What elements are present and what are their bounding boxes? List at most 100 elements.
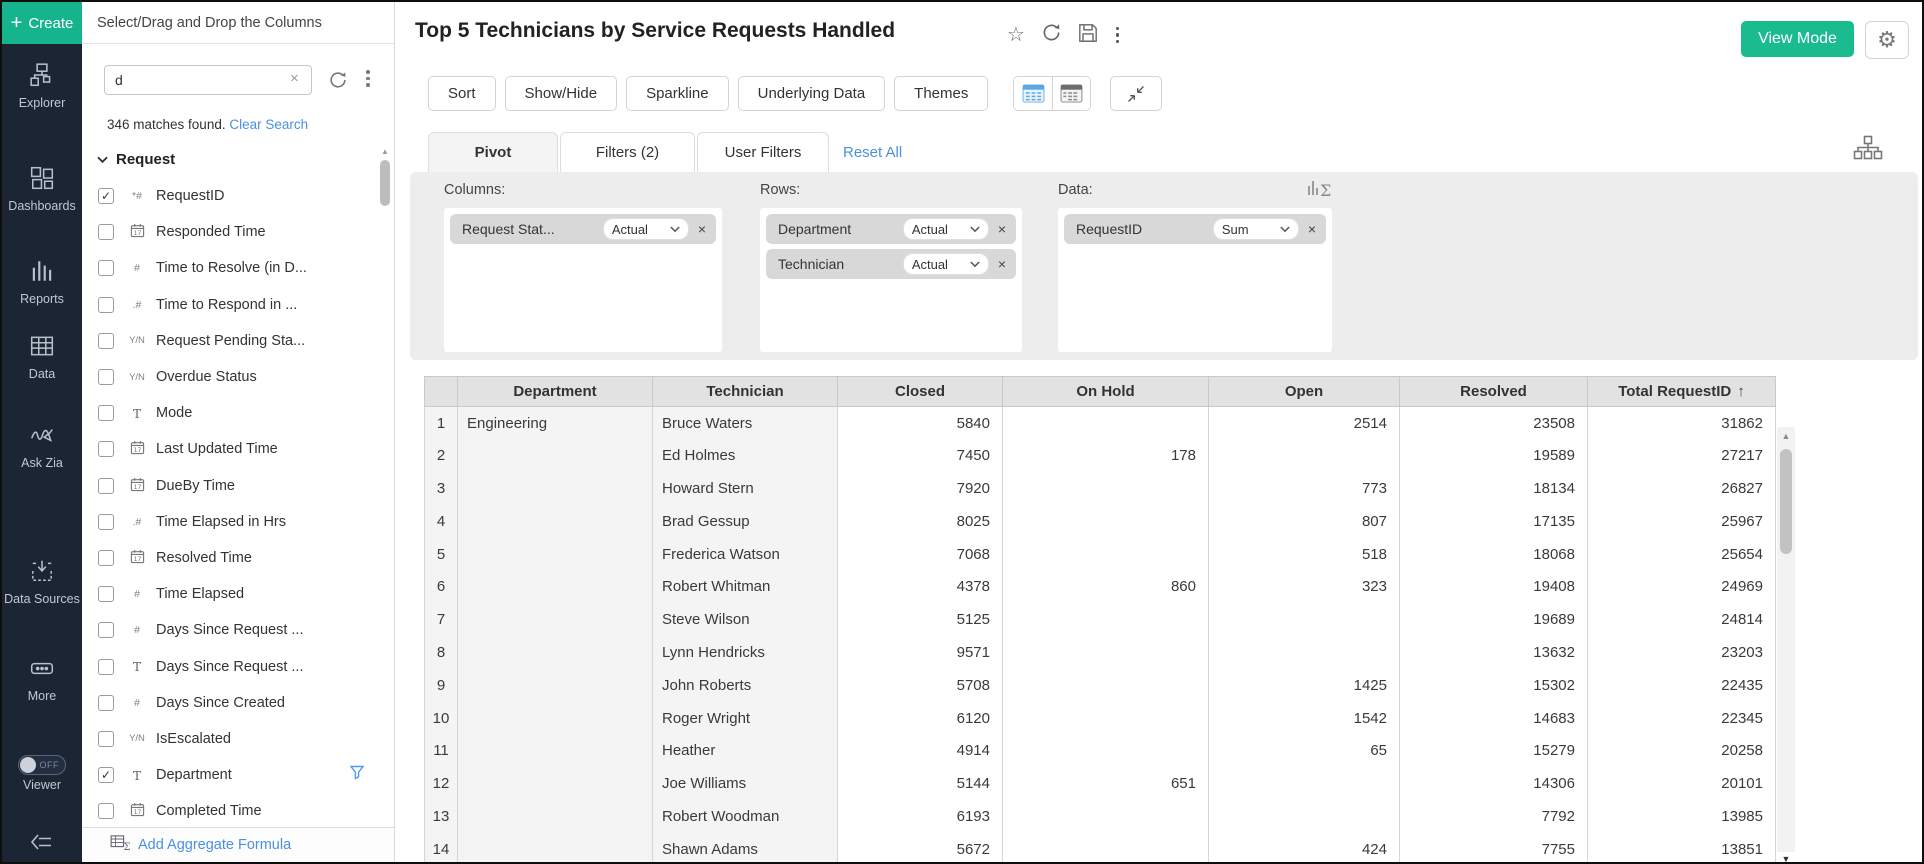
themes-button[interactable]: Themes xyxy=(894,76,988,111)
field-item[interactable]: #Time to Resolve (in D... xyxy=(82,250,378,286)
chip-remove-icon[interactable]: × xyxy=(1306,221,1318,237)
field-list-scrollbar[interactable] xyxy=(380,160,390,206)
chip-remove-icon[interactable]: × xyxy=(996,221,1008,237)
save-icon[interactable] xyxy=(1078,23,1098,48)
filter-funnel-icon[interactable] xyxy=(350,765,364,785)
field-item[interactable]: 17Last Updated Time xyxy=(82,431,378,467)
field-item[interactable]: Y/NRequest Pending Sta... xyxy=(82,323,378,359)
show-hide-button[interactable]: Show/Hide xyxy=(505,76,618,111)
chip-mode-dropdown[interactable]: Actual xyxy=(603,218,689,240)
tab-user-filters[interactable]: User Filters xyxy=(697,132,829,172)
field-checkbox[interactable]: ✓ xyxy=(98,188,114,204)
column-header-resolved[interactable]: Resolved xyxy=(1400,377,1588,407)
field-chip-technician[interactable]: TechnicianActual× xyxy=(766,249,1016,279)
field-item[interactable]: 17DueBy Time xyxy=(82,468,378,504)
clear-search-link[interactable]: Clear Search xyxy=(229,117,308,132)
field-chip-request-stat-[interactable]: Request Stat...Actual× xyxy=(450,214,716,244)
field-checkbox[interactable] xyxy=(98,297,114,313)
column-header-closed[interactable]: Closed xyxy=(838,377,1003,407)
sidebar-item-dashboards[interactable]: Dashboards xyxy=(2,165,82,215)
field-item[interactable]: ✓*#RequestID xyxy=(82,178,378,214)
field-item[interactable]: TMode xyxy=(82,395,378,431)
field-item[interactable]: Y/NOverdue Status xyxy=(82,359,378,395)
field-checkbox[interactable] xyxy=(98,731,114,747)
table-scrollbar[interactable]: ▲ ▼ xyxy=(1777,427,1795,852)
sidebar-item-data[interactable]: Data xyxy=(2,333,82,383)
field-chip-requestid[interactable]: RequestIDSum× xyxy=(1064,214,1326,244)
field-checkbox[interactable] xyxy=(98,260,114,276)
favorite-star-icon[interactable]: ☆ xyxy=(1007,25,1025,45)
sidebar-item-explorer[interactable]: Explorer xyxy=(2,62,82,112)
field-item[interactable]: #Days Since Request ... xyxy=(82,612,378,648)
field-item[interactable]: 17Resolved Time xyxy=(82,540,378,576)
kebab-menu-icon[interactable] xyxy=(1114,25,1122,46)
underlying-data-button[interactable]: Underlying Data xyxy=(738,76,886,111)
rows-shelf[interactable]: DepartmentActual×TechnicianActual× xyxy=(760,208,1022,352)
tab-filters-2-[interactable]: Filters (2) xyxy=(560,132,695,172)
field-checkbox[interactable] xyxy=(98,478,114,494)
clear-search-icon[interactable]: × xyxy=(290,70,299,87)
scroll-thumb[interactable] xyxy=(1780,449,1792,554)
field-checkbox[interactable] xyxy=(98,441,114,457)
field-item[interactable]: TDays Since Request ... xyxy=(82,648,378,684)
view-mode-button[interactable]: View Mode xyxy=(1741,21,1854,57)
column-header-open[interactable]: Open xyxy=(1209,377,1400,407)
field-checkbox[interactable] xyxy=(98,622,114,638)
column-header-department[interactable]: Department xyxy=(458,377,653,407)
collapse-panel-icon[interactable] xyxy=(1110,76,1162,111)
field-item[interactable]: #Days Since Created xyxy=(82,685,378,721)
field-item[interactable]: .#Time Elapsed in Hrs xyxy=(82,504,378,540)
field-item[interactable]: 17Responded Time xyxy=(82,214,378,250)
columns-shelf[interactable]: Request Stat...Actual× xyxy=(444,208,722,352)
refresh-icon[interactable] xyxy=(328,70,348,95)
add-aggregate-formula-button[interactable]: Σ Add Aggregate Formula xyxy=(82,827,394,862)
field-checkbox[interactable] xyxy=(98,695,114,711)
column-header-total-requestid[interactable]: Total RequestID↑ xyxy=(1588,377,1776,407)
field-checkbox[interactable] xyxy=(98,333,114,349)
field-checkbox[interactable] xyxy=(98,586,114,602)
compact-table-icon[interactable] xyxy=(1014,77,1052,110)
field-item[interactable]: #Time Elapsed xyxy=(82,576,378,612)
field-chip-department[interactable]: DepartmentActual× xyxy=(766,214,1016,244)
create-button[interactable]: + Create xyxy=(2,2,82,44)
field-checkbox[interactable]: ✓ xyxy=(98,767,114,783)
chip-remove-icon[interactable]: × xyxy=(996,256,1008,272)
hierarchy-icon[interactable] xyxy=(1853,135,1883,166)
chip-mode-dropdown[interactable]: Actual xyxy=(903,253,989,275)
section-request[interactable]: Request xyxy=(97,151,175,168)
refresh-report-icon[interactable] xyxy=(1041,22,1062,48)
sidebar-item-data-sources[interactable]: Data Sources xyxy=(2,558,82,608)
scroll-up-icon[interactable]: ▲ xyxy=(1777,431,1795,441)
sidebar-item-reports[interactable]: Reports xyxy=(2,258,82,308)
scroll-down-icon[interactable]: ▼ xyxy=(1777,854,1795,864)
tab-pivot[interactable]: Pivot xyxy=(428,132,558,172)
settings-gear-icon[interactable]: ⚙ xyxy=(1865,21,1909,59)
viewer-toggle[interactable]: OFF xyxy=(18,755,66,775)
more-options-icon[interactable] xyxy=(366,70,370,87)
sparkline-button[interactable]: Sparkline xyxy=(626,76,729,111)
field-checkbox[interactable] xyxy=(98,550,114,566)
data-function-icon[interactable]: Σ xyxy=(1307,178,1333,203)
field-checkbox[interactable] xyxy=(98,514,114,530)
field-item[interactable]: 17Completed Time xyxy=(82,793,378,829)
sidebar-item-more[interactable]: More xyxy=(2,655,82,705)
search-input[interactable] xyxy=(104,65,312,95)
data-shelf[interactable]: RequestIDSum× xyxy=(1058,208,1332,352)
field-checkbox[interactable] xyxy=(98,405,114,421)
chip-mode-dropdown[interactable]: Actual xyxy=(903,218,989,240)
reset-all-link[interactable]: Reset All xyxy=(843,132,902,172)
chip-remove-icon[interactable]: × xyxy=(696,221,708,237)
scroll-up-icon[interactable]: ▲ xyxy=(379,147,391,156)
sidebar-collapse-button[interactable] xyxy=(28,830,56,859)
classic-table-icon[interactable] xyxy=(1052,77,1090,110)
field-item[interactable]: Y/NIsEscalated xyxy=(82,721,378,757)
sort-button[interactable]: Sort xyxy=(428,76,496,111)
field-checkbox[interactable] xyxy=(98,224,114,240)
sidebar-item-ask-zia[interactable]: Ask Zia xyxy=(2,422,82,472)
field-checkbox[interactable] xyxy=(98,659,114,675)
field-checkbox[interactable] xyxy=(98,803,114,819)
field-item[interactable]: .#Time to Respond in ... xyxy=(82,287,378,323)
chip-mode-dropdown[interactable]: Sum xyxy=(1213,218,1299,240)
column-header-technician[interactable]: Technician xyxy=(653,377,838,407)
field-checkbox[interactable] xyxy=(98,369,114,385)
